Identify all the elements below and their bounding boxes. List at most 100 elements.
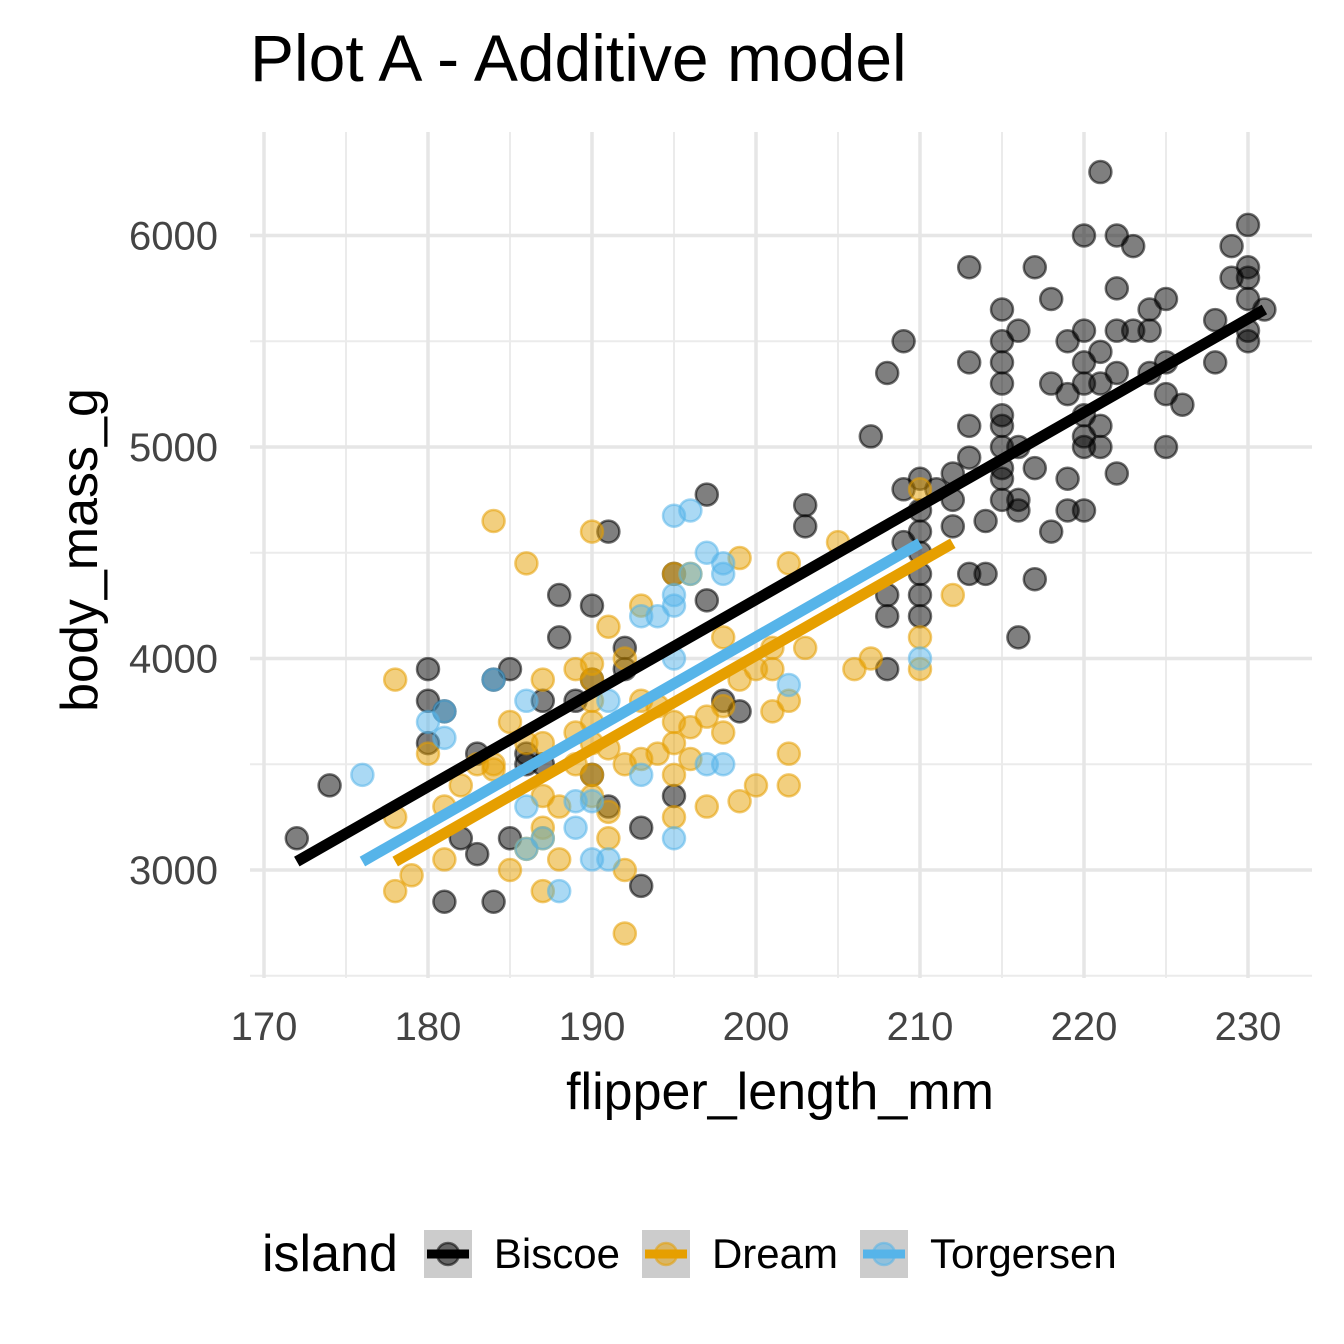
- y-tick-label: 5000: [129, 426, 218, 470]
- point-torgersen: [661, 826, 687, 851]
- point-torgersen: [514, 794, 539, 819]
- point-dream: [661, 762, 687, 788]
- point-torgersen: [432, 725, 457, 751]
- point-biscoe: [1071, 318, 1097, 343]
- fit-lines: [294, 304, 1268, 867]
- point-biscoe: [792, 514, 818, 539]
- x-tick-label: 220: [1051, 1005, 1118, 1049]
- point-biscoe: [1006, 625, 1031, 650]
- point-dream: [694, 794, 720, 819]
- point-biscoe: [858, 424, 884, 449]
- point-torgersen: [350, 762, 375, 788]
- point-torgersen: [563, 815, 588, 840]
- point-biscoe: [1022, 455, 1048, 481]
- point-biscoe: [1038, 519, 1064, 544]
- point-dream: [497, 857, 523, 883]
- point-biscoe: [284, 826, 310, 851]
- point-torgersen: [710, 561, 736, 587]
- point-torgersen: [678, 498, 703, 523]
- point-torgersen: [481, 667, 506, 692]
- point-torgersen: [546, 878, 572, 904]
- point-dream: [481, 508, 506, 534]
- point-biscoe: [1071, 498, 1097, 523]
- point-dream: [792, 635, 818, 661]
- point-biscoe: [432, 889, 457, 914]
- point-dream: [661, 730, 687, 756]
- legend-key-torgersen: [859, 1230, 908, 1278]
- point-biscoe: [694, 482, 720, 507]
- point-biscoe: [891, 329, 916, 354]
- point-biscoe: [1006, 498, 1031, 523]
- point-biscoe: [907, 603, 933, 629]
- point-biscoe: [973, 508, 998, 534]
- point-biscoe: [1022, 566, 1048, 592]
- point-biscoe: [546, 625, 572, 650]
- point-dream: [579, 762, 605, 788]
- point-biscoe: [956, 413, 982, 439]
- point-biscoe: [415, 656, 441, 682]
- point-biscoe: [1088, 413, 1113, 439]
- point-biscoe: [1170, 392, 1195, 417]
- x-tick-label: 180: [395, 1005, 462, 1049]
- point-biscoe: [956, 350, 982, 375]
- point-dream: [907, 625, 933, 650]
- x-axis-label: flipper_length_mm: [566, 1063, 994, 1121]
- x-tick-labels: 170 180 190 200 210 220 230: [231, 1005, 1282, 1049]
- point-biscoe: [1235, 329, 1261, 354]
- fit-line-dream: [392, 538, 956, 867]
- point-dream: [760, 656, 785, 682]
- legend-title: island: [262, 1225, 398, 1283]
- point-biscoe: [317, 773, 342, 798]
- legend-key-biscoe: [423, 1230, 472, 1278]
- legend-item-torgersen: Torgersen: [859, 1230, 1117, 1278]
- point-biscoe: [1153, 286, 1179, 312]
- chart-title: Plot A - Additive model: [250, 21, 907, 95]
- point-biscoe: [907, 582, 933, 608]
- point-biscoe: [1120, 233, 1146, 259]
- x-tick-label: 200: [723, 1005, 790, 1049]
- point-biscoe: [1104, 461, 1130, 486]
- legend-key-dream: [641, 1230, 690, 1278]
- legend-item-dream: Dream: [641, 1230, 838, 1278]
- point-biscoe: [1088, 339, 1113, 365]
- point-biscoe: [464, 841, 490, 867]
- point-dream: [579, 519, 605, 544]
- point-biscoe: [546, 582, 572, 608]
- point-dream: [530, 667, 556, 692]
- point-biscoe: [1153, 434, 1179, 460]
- point-biscoe: [989, 371, 1015, 396]
- point-biscoe: [1235, 265, 1261, 291]
- point-biscoe: [579, 593, 605, 618]
- x-tick-label: 210: [887, 1005, 954, 1049]
- point-biscoe: [940, 514, 966, 539]
- point-biscoe: [694, 588, 720, 613]
- point-dream: [514, 551, 539, 576]
- point-biscoe: [1202, 350, 1228, 375]
- point-dream: [432, 847, 457, 872]
- legend-label: Torgersen: [929, 1230, 1117, 1277]
- point-dream: [596, 826, 621, 851]
- point-dream: [776, 551, 802, 576]
- point-dream: [546, 847, 572, 872]
- point-dream: [661, 804, 687, 830]
- point-biscoe: [628, 815, 654, 840]
- point-biscoe: [874, 360, 900, 386]
- point-biscoe: [661, 783, 687, 809]
- point-biscoe: [1235, 212, 1261, 238]
- point-biscoe: [1088, 434, 1113, 460]
- point-torgersen: [514, 688, 539, 714]
- point-biscoe: [628, 873, 654, 899]
- y-axis-label: body_mass_g: [51, 388, 109, 712]
- point-biscoe: [989, 466, 1015, 491]
- point-dream: [940, 582, 966, 608]
- point-biscoe: [973, 561, 998, 587]
- point-dream: [858, 646, 884, 671]
- point-dream: [710, 720, 736, 745]
- point-biscoe: [1202, 307, 1228, 333]
- point-torgersen: [432, 699, 457, 724]
- x-tick-label: 170: [231, 1005, 298, 1049]
- point-dream: [612, 921, 638, 946]
- point-biscoe: [1006, 318, 1031, 343]
- point-biscoe: [989, 413, 1015, 439]
